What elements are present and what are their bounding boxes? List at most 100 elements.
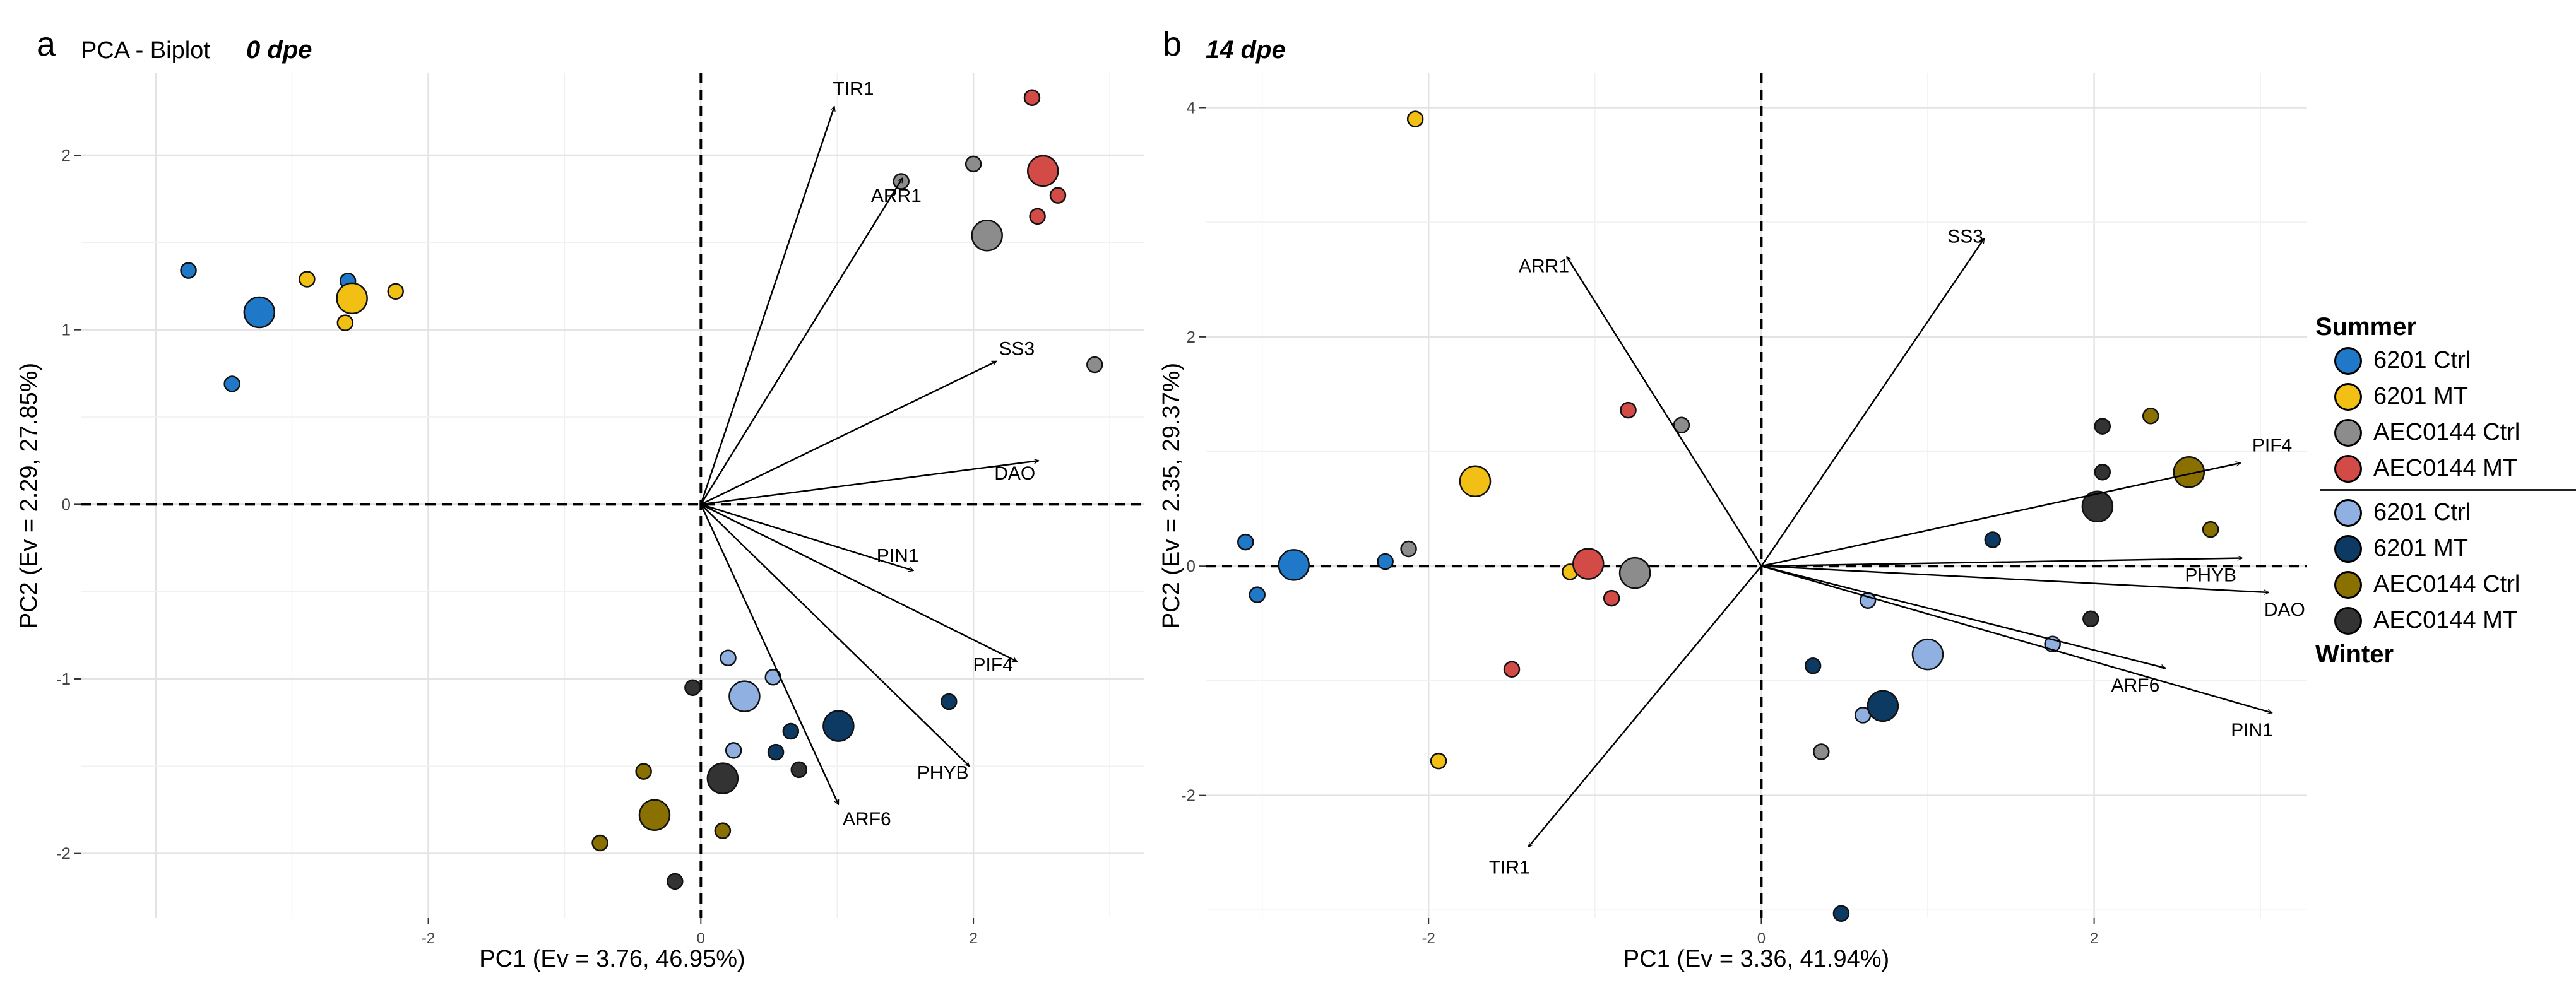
loading-arrow [700,503,969,766]
loading-arrow [700,360,996,505]
panel-a: -2 0 2 -2 -1 0 1 2 PC1 (Ev = 3.76, 46.95%) PC2 (E… [16,73,1144,972]
data-point [299,271,316,288]
grid [1206,73,2307,918]
legend-item: 6201 Ctrl [2315,343,2576,379]
y-tick-label: 0 [62,495,71,514]
loading-arrow [1761,565,2166,668]
legend-item: 6201 MT [2315,531,2576,567]
x-tick-label: 2 [2090,930,2098,947]
data-point [767,743,785,761]
panel-a-title: PCA - Biplot [81,37,210,64]
data-point [971,220,1003,252]
data-point [728,680,761,712]
loading-arrow [701,461,1038,505]
data-point [965,155,982,173]
data-point [1249,586,1266,603]
y-tick-label: 2 [62,146,71,165]
data-point [336,314,354,331]
loading-label: DAO [2264,599,2305,620]
loading-arrow [700,503,840,804]
data-point [2082,610,2099,628]
loading-arrow [1565,257,1762,567]
loading-arrow [700,503,1017,662]
legend-swatch [2334,418,2362,447]
data-point [714,822,732,839]
legend-label: 6201 MT [2373,383,2468,409]
loading-label: ARF6 [843,809,891,830]
data-point [1867,690,1899,722]
data-point [591,834,608,852]
legend-item: 6201 MT [2315,379,2576,415]
x-tick-label: 0 [697,930,705,947]
points [1237,110,2219,922]
loading-label: SS3 [1947,227,1983,247]
loading-label: PIF4 [2252,435,2292,456]
data-point [1026,155,1059,187]
x-axis-label: PC1 (Ev = 3.76, 46.95%) [479,946,745,972]
loading-arrow [1761,463,2240,567]
panel-b-subtitle: 14 dpe [1206,36,1286,64]
data-point [1086,356,1103,374]
data-point [2173,456,2205,488]
data-point [1673,416,1690,434]
loadings: TIR1 ARR1 SS3 DAO PIN1 PIF4 PHYB ARF6 [700,79,1038,830]
x-tick-label: -2 [1422,930,1435,947]
data-point [223,375,240,392]
data-point [2094,418,2111,435]
data-point [387,283,404,300]
loading-arrow [1761,565,2269,592]
data-point [720,649,737,667]
legend-winter-title: Winter [2315,640,2394,668]
y-tick-label: -2 [1181,786,1196,805]
y-tick-label: -1 [56,669,71,688]
data-point [1049,187,1067,204]
data-point [1459,465,1492,498]
data-point [667,873,684,890]
loading-arrow [1761,558,2242,567]
data-point [635,763,652,780]
y-tick-label: 0 [1187,556,1196,575]
legend-item: AEC0144 Ctrl [2315,415,2576,450]
legend-swatch [2334,570,2362,599]
loading-label: PIN1 [2231,720,2273,741]
y-tick-label: 2 [1187,327,1196,346]
loading-label: DAO [994,463,1035,484]
loading-arrow [1528,565,1762,847]
data-point [336,282,368,315]
data-point [2081,490,2114,523]
legend-swatch [2334,346,2362,375]
loading-label: PHYB [2185,565,2236,586]
legend-item: AEC0144 Ctrl [2315,567,2576,603]
data-point [1400,540,1417,558]
x-tick-label: 0 [1757,930,1766,947]
loading-label: ARR1 [871,185,922,206]
loading-label: SS3 [999,338,1035,359]
legend-label: AEC0144 Ctrl [2373,419,2520,445]
legend: Summer 6201 Ctrl 6201 MT AEC0144 Ctrl AE… [2315,311,2576,670]
x-axis-label: PC1 (Ev = 3.36, 41.94%) [1623,946,1889,972]
data-point [180,262,197,279]
data-point [725,742,742,759]
data-point [1813,743,1830,760]
legend-item: 6201 Ctrl [2315,495,2576,531]
data-point [941,693,958,710]
legend-label: AEC0144 Ctrl [2373,571,2520,598]
data-point [1804,657,1822,674]
x-tick-label: 2 [969,930,977,947]
legend-swatch [2334,454,2362,483]
loading-arrow [700,107,834,505]
legend-item: AEC0144 MT [2315,603,2576,639]
data-point [1911,638,1944,671]
panel-b: -2 0 2 -2 0 2 4 PC1 (Ev = 3.36, 41.94%) PC2 (Ev … [1158,73,2307,972]
legend-swatch [2334,606,2362,635]
x-tick-label: -2 [422,930,435,947]
data-point [1503,661,1521,678]
data-point [782,722,800,740]
data-point [706,762,739,794]
loading-label: PHYB [917,762,969,783]
loading-label: TIR1 [833,79,874,100]
data-point [1572,548,1605,580]
loading-label: TIR1 [1489,857,1530,878]
loading-arrow [700,503,913,570]
